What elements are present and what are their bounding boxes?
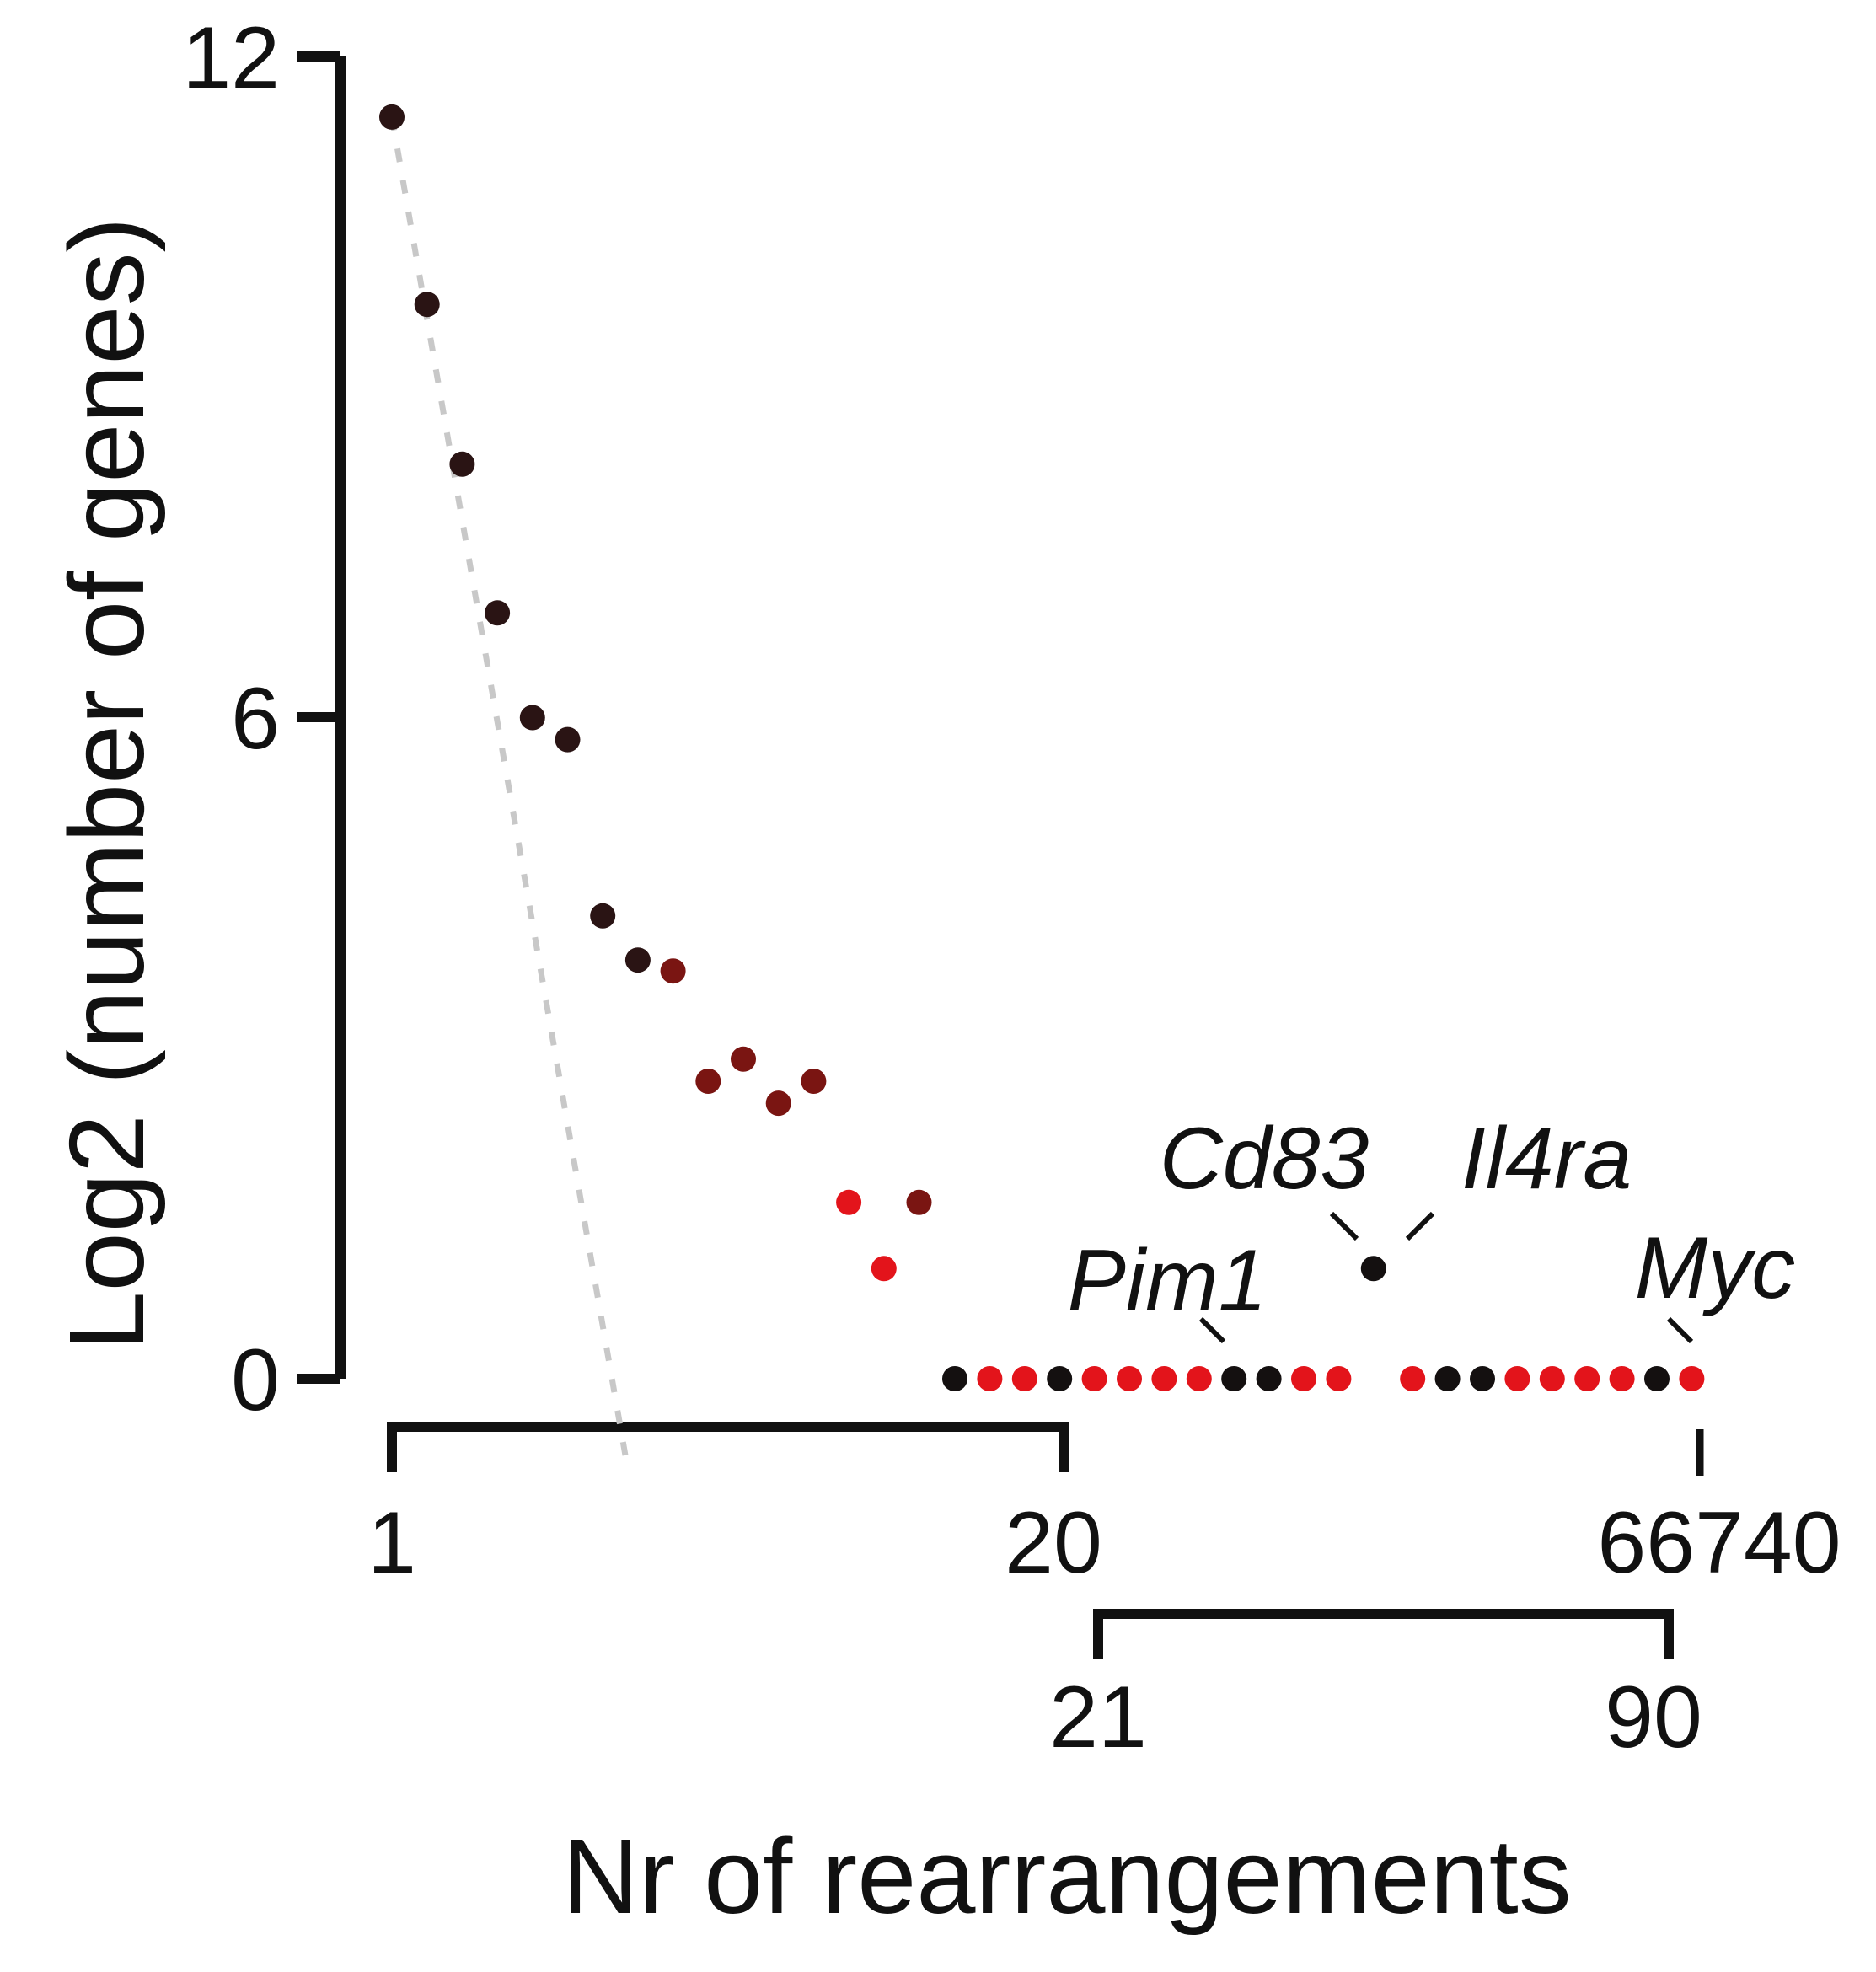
data-point-1	[379, 104, 405, 130]
data-points	[379, 104, 1705, 1391]
x-axis: 1 20 21 90 66740 Nr of rearrangements	[367, 1422, 1841, 1936]
leader-il4ra	[1405, 1211, 1435, 1241]
data-point-r18	[1539, 1366, 1565, 1391]
x-axis-bracket-1-20	[387, 1422, 1069, 1472]
x-axis-segment-66740: 66740	[1597, 1429, 1841, 1592]
x-axis-bracket-21-90	[1093, 1609, 1674, 1659]
data-point-r10	[1256, 1366, 1282, 1391]
x-tick-label-21: 21	[1049, 1669, 1147, 1766]
data-point-r8	[1186, 1366, 1212, 1391]
data-point-r1	[942, 1366, 967, 1391]
data-point-r4	[1047, 1366, 1073, 1391]
data-point-4	[485, 600, 511, 626]
leader-myc	[1666, 1316, 1694, 1344]
data-point-2	[414, 292, 440, 318]
gene-label-pim1: Pim1	[1068, 1232, 1268, 1330]
data-point-9	[660, 958, 686, 984]
data-point-r14	[1400, 1366, 1426, 1391]
data-point-15	[871, 1256, 897, 1282]
data-point-r7	[1151, 1366, 1177, 1391]
y-tick-label-12: 12	[182, 9, 280, 107]
data-point-r17	[1504, 1366, 1530, 1391]
data-point-r13	[1360, 1256, 1386, 1282]
data-point-r3	[1011, 1366, 1037, 1391]
y-tick-label-6: 6	[231, 670, 280, 768]
data-point-14	[836, 1189, 862, 1215]
leader-pim1	[1198, 1316, 1226, 1344]
data-point-13	[801, 1069, 827, 1094]
gene-label-myc: Myc	[1635, 1219, 1796, 1317]
data-point-r21	[1644, 1366, 1670, 1391]
data-point-8	[624, 947, 651, 973]
x-tick-label-90: 90	[1605, 1669, 1702, 1766]
data-point-6	[555, 726, 581, 753]
data-point-r19	[1574, 1366, 1600, 1391]
x-tick-label-1: 1	[367, 1494, 416, 1592]
data-point-r15	[1434, 1366, 1461, 1391]
data-point-r2	[977, 1366, 1003, 1391]
x-axis-segment-21-90: 21 90	[1049, 1609, 1702, 1766]
trend-line	[389, 116, 630, 1468]
gene-annotations: Cd83 Il4ra Pim1 Myc	[1068, 1110, 1796, 1344]
data-point-r11	[1291, 1366, 1316, 1391]
data-point-3	[449, 451, 475, 477]
data-point-r20	[1609, 1366, 1635, 1391]
data-point-16	[906, 1189, 932, 1215]
data-point-7	[590, 903, 616, 929]
data-point-r9	[1221, 1366, 1247, 1391]
data-point-r16	[1470, 1366, 1495, 1391]
gene-label-cd83: Cd83	[1160, 1110, 1369, 1208]
gene-label-il4ra: Il4ra	[1461, 1110, 1632, 1208]
data-point-r6	[1117, 1366, 1142, 1391]
y-tick-label-0: 0	[231, 1332, 280, 1429]
data-point-11	[731, 1046, 756, 1072]
data-point-10	[695, 1069, 721, 1094]
x-axis-title: Nr of rearrangements	[562, 1817, 1572, 1936]
x-tick-label-20: 20	[1005, 1494, 1102, 1592]
x-tick-label-66740: 66740	[1597, 1494, 1841, 1592]
data-point-5	[519, 705, 545, 731]
y-axis-title: Log2 (number of genes)	[47, 217, 166, 1351]
data-point-r5	[1081, 1366, 1107, 1391]
x-axis-segment-1-20: 1 20	[367, 1422, 1102, 1592]
data-point-r12	[1326, 1366, 1352, 1391]
data-point-12	[765, 1090, 791, 1117]
leader-cd83	[1329, 1211, 1359, 1241]
data-point-66740	[1679, 1366, 1705, 1391]
y-axis: 12 6 0 Log2 (number of genes)	[47, 9, 346, 1429]
